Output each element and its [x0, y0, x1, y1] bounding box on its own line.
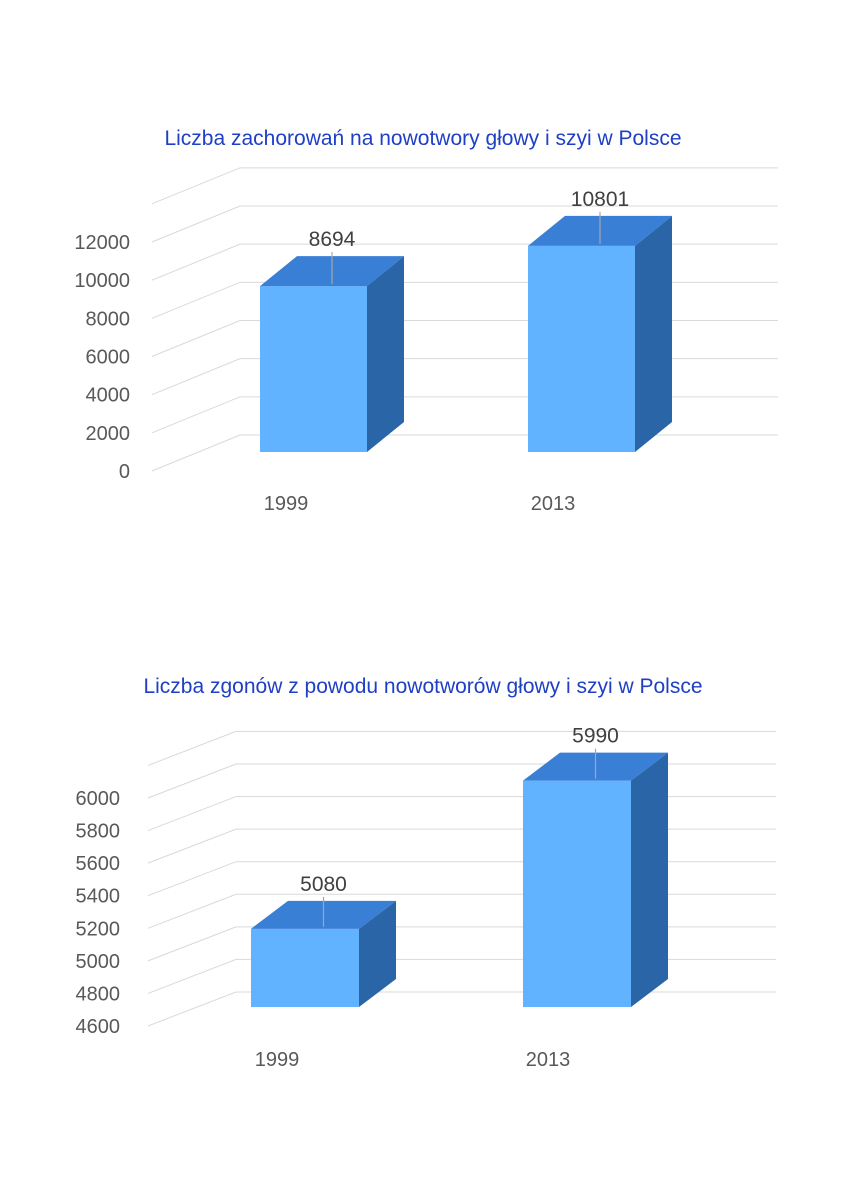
- x-category-label: 1999: [264, 493, 309, 515]
- bar-front: [251, 928, 359, 1007]
- y-tick-label: 5200: [76, 918, 121, 940]
- y-tick-label: 2000: [86, 423, 131, 445]
- x-axis-categories: 1999 2013: [264, 493, 576, 515]
- bar-1999: 5080: [251, 873, 396, 1007]
- gridlines: [147, 730, 776, 1027]
- y-tick-label: 5400: [76, 886, 121, 908]
- gridline: [147, 926, 776, 962]
- bar-1999: 8694: [260, 228, 404, 452]
- y-tick-label: 5800: [76, 821, 121, 843]
- data-label: 8694: [309, 228, 356, 251]
- bar-front: [528, 245, 635, 452]
- y-tick-label: 10000: [74, 270, 130, 292]
- gridline: [151, 434, 778, 472]
- bar-side: [635, 215, 672, 452]
- bar-front: [523, 780, 631, 1007]
- data-label: 5080: [300, 873, 347, 896]
- y-tick-label: 4600: [76, 1016, 121, 1038]
- bar-2013: 5990: [523, 725, 668, 1007]
- gridline: [151, 281, 778, 319]
- chart-deaths: Liczba zgonów z powodu nowotworów głowy …: [76, 675, 776, 1071]
- y-tick-label: 12000: [74, 232, 130, 254]
- y-tick-label: 5000: [76, 951, 121, 973]
- gridline: [151, 167, 778, 205]
- chart-incidence: Liczba zachorowań na nowotwory głowy i s…: [74, 127, 778, 515]
- gridline: [151, 396, 778, 434]
- gridlines: [151, 167, 778, 472]
- gridline: [151, 320, 778, 357]
- gridline: [151, 205, 778, 243]
- gridline: [151, 358, 778, 396]
- gridline: [147, 828, 776, 864]
- bar-side: [359, 900, 396, 1007]
- y-tick-label: 4800: [76, 983, 121, 1005]
- bar-2013: 10801: [528, 188, 672, 452]
- bars: 5080 5990: [251, 725, 668, 1007]
- y-axis-ticks: 4600 4800 5000 5200 5400 5600 5800 6000: [76, 788, 121, 1038]
- y-tick-label: 8000: [86, 308, 131, 330]
- gridline: [147, 958, 776, 994]
- gridline: [147, 991, 776, 1027]
- y-tick-label: 6000: [86, 347, 131, 369]
- x-axis-categories: 1999 2013: [255, 1049, 571, 1071]
- gridline: [147, 796, 776, 832]
- x-category-label: 2013: [526, 1049, 571, 1071]
- data-label: 5990: [572, 725, 619, 748]
- gridline: [147, 861, 776, 897]
- gridline: [147, 763, 776, 799]
- chart-title: Liczba zachorowań na nowotwory głowy i s…: [164, 127, 681, 150]
- bars: 8694 10801: [260, 188, 672, 452]
- gridline: [151, 243, 778, 281]
- y-tick-label: 4000: [86, 385, 131, 407]
- x-category-label: 2013: [531, 493, 576, 515]
- y-tick-label: 5600: [76, 853, 121, 875]
- gridline: [147, 893, 776, 929]
- gridline: [147, 730, 776, 766]
- bar-front: [260, 286, 367, 452]
- y-tick-label: 0: [119, 461, 130, 483]
- y-tick-label: 6000: [76, 788, 121, 810]
- data-label: 10801: [571, 188, 629, 211]
- y-axis-ticks: 0 2000 4000 6000 8000 10000 12000: [74, 232, 130, 483]
- bar-side: [631, 752, 668, 1007]
- bar-side: [367, 256, 404, 452]
- x-category-label: 1999: [255, 1049, 300, 1071]
- chart-title: Liczba zgonów z powodu nowotworów głowy …: [143, 675, 702, 698]
